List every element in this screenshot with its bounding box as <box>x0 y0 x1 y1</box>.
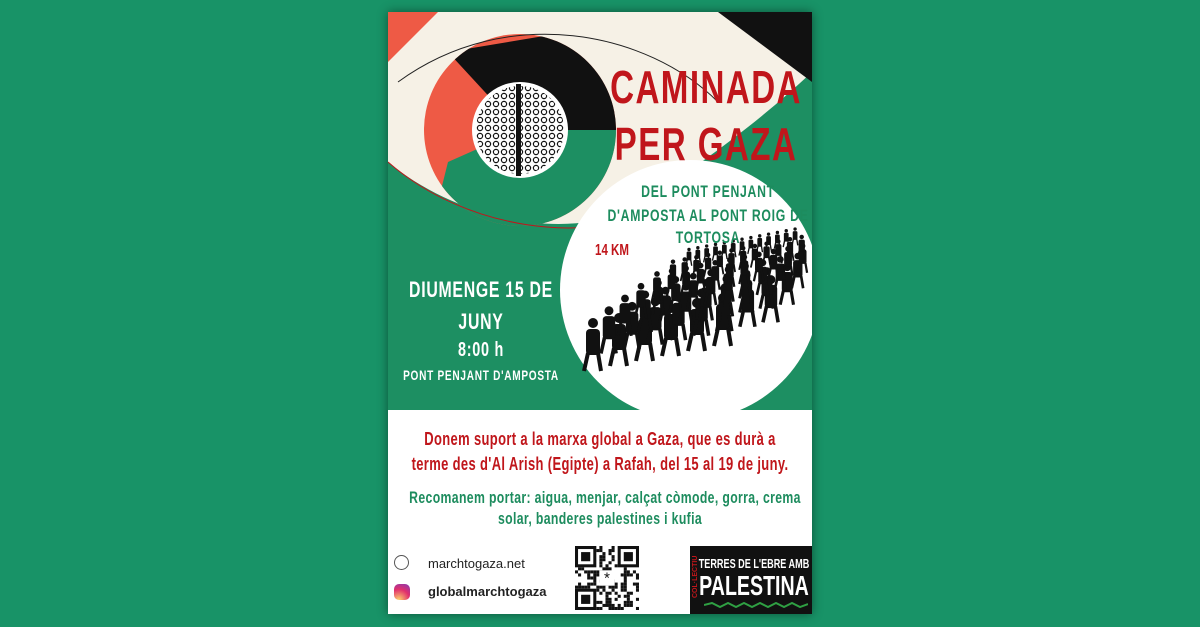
time: 8:00 h <box>458 339 504 361</box>
person-silhouette <box>711 242 719 261</box>
support-line-2: terme des d'Al Arish (Egipte) a Rafah, d… <box>411 454 789 474</box>
website-link[interactable]: marchtogaza.net <box>428 556 525 571</box>
recommend-line-2: solar, banderes palestines i kufia <box>497 509 703 528</box>
recommend-line-1: Recomanem portar: aigua, menjar, calçat … <box>409 488 801 507</box>
person-silhouette <box>668 259 678 284</box>
poster: CAMINADA PER GAZA DEL PONT PENJANT D'AMP… <box>388 12 812 614</box>
instagram-handle[interactable]: globalmarchtogaza <box>428 584 547 599</box>
title-line-2: PER GAZA <box>614 118 798 170</box>
person-silhouette <box>791 227 799 246</box>
person-silhouette <box>729 239 737 258</box>
svg-text:*: * <box>604 570 610 587</box>
person-silhouette <box>796 234 807 259</box>
eye-artwork <box>388 12 812 410</box>
person-silhouette <box>694 246 702 265</box>
logo-zigzag <box>704 602 808 608</box>
person-silhouette <box>582 318 603 372</box>
person-silhouette <box>773 230 781 249</box>
qr-code[interactable]: * <box>575 546 639 610</box>
person-silhouette <box>738 237 746 256</box>
instagram-icon <box>394 584 410 600</box>
person-silhouette <box>747 235 755 255</box>
person-silhouette <box>633 282 648 319</box>
crowd-illustration <box>582 227 809 372</box>
logo-line-1: TERRES DE L'EBRE AMB <box>698 556 810 571</box>
person-silhouette <box>702 244 711 263</box>
person-silhouette <box>650 271 663 302</box>
route-line-1: DEL PONT PENJANT <box>641 182 775 201</box>
person-silhouette <box>616 294 633 337</box>
route-line-2: D'AMPOSTA AL PONT ROIG DE <box>607 206 809 225</box>
title-line-1: CAMINADA <box>610 61 802 113</box>
person-silhouette <box>685 247 693 266</box>
date-line-2: JUNY <box>458 309 504 334</box>
person-silhouette <box>764 232 772 251</box>
route-line-3: TORTOSA <box>675 228 741 247</box>
person-silhouette <box>720 240 728 260</box>
globe-icon <box>394 555 409 570</box>
collective-logo: COL·LECTIU TERRES DE L'EBRE AMB PALESTIN… <box>690 546 812 614</box>
distance: 14 KM <box>595 242 629 259</box>
person-silhouette <box>755 234 764 253</box>
person-silhouette <box>599 306 618 354</box>
person-silhouette <box>782 229 790 248</box>
logo-line-2: PALESTINA <box>699 570 809 601</box>
location: PONT PENJANT D'AMPOSTA <box>403 367 559 383</box>
date-line-1: DIUMENGE 15 DE <box>409 277 553 302</box>
support-line-1: Donem suport a la marxa global a Gaza, q… <box>424 429 776 449</box>
